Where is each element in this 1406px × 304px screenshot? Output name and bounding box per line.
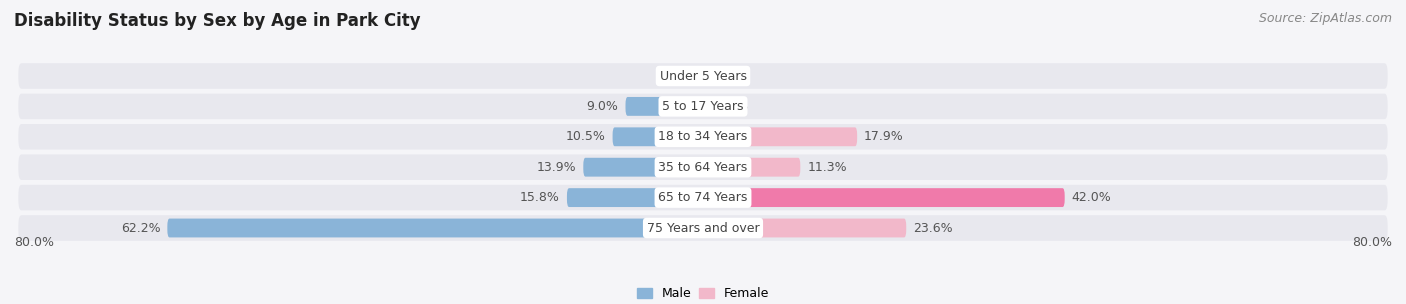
FancyBboxPatch shape [613,127,703,146]
Text: Under 5 Years: Under 5 Years [659,70,747,82]
Text: 75 Years and over: 75 Years and over [647,222,759,234]
Text: Disability Status by Sex by Age in Park City: Disability Status by Sex by Age in Park … [14,12,420,30]
FancyBboxPatch shape [18,63,1388,89]
Text: 62.2%: 62.2% [121,222,160,234]
Text: 11.3%: 11.3% [807,161,846,174]
FancyBboxPatch shape [167,219,703,237]
FancyBboxPatch shape [703,219,907,237]
FancyBboxPatch shape [703,188,1064,207]
FancyBboxPatch shape [18,185,1388,210]
Text: 23.6%: 23.6% [912,222,953,234]
Text: 0.0%: 0.0% [658,70,690,82]
FancyBboxPatch shape [18,124,1388,150]
Text: 15.8%: 15.8% [520,191,560,204]
FancyBboxPatch shape [703,158,800,177]
Text: 18 to 34 Years: 18 to 34 Years [658,130,748,143]
Text: 65 to 74 Years: 65 to 74 Years [658,191,748,204]
FancyBboxPatch shape [18,215,1388,241]
FancyBboxPatch shape [626,97,703,116]
FancyBboxPatch shape [567,188,703,207]
Text: 80.0%: 80.0% [1353,236,1392,249]
Text: 0.0%: 0.0% [716,70,748,82]
Legend: Male, Female: Male, Female [631,282,775,304]
Text: 42.0%: 42.0% [1071,191,1111,204]
Text: 0.0%: 0.0% [716,100,748,113]
Text: 5 to 17 Years: 5 to 17 Years [662,100,744,113]
Text: 13.9%: 13.9% [537,161,576,174]
Text: 17.9%: 17.9% [865,130,904,143]
FancyBboxPatch shape [703,127,858,146]
Text: 9.0%: 9.0% [586,100,619,113]
FancyBboxPatch shape [583,158,703,177]
Text: Source: ZipAtlas.com: Source: ZipAtlas.com [1258,12,1392,25]
FancyBboxPatch shape [18,94,1388,119]
Text: 10.5%: 10.5% [565,130,606,143]
FancyBboxPatch shape [18,154,1388,180]
Text: 80.0%: 80.0% [14,236,53,249]
Text: 35 to 64 Years: 35 to 64 Years [658,161,748,174]
